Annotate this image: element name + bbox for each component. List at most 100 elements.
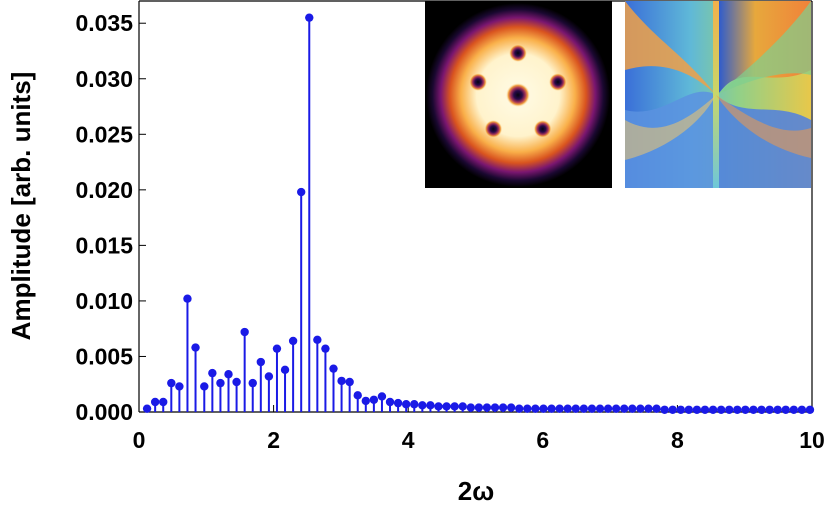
data-point bbox=[385, 397, 395, 407]
data-point bbox=[442, 402, 451, 411]
data-point bbox=[361, 396, 371, 406]
vortex bbox=[509, 44, 527, 62]
data-point bbox=[700, 405, 710, 414]
data-point bbox=[256, 357, 266, 367]
data-point bbox=[248, 378, 257, 388]
data-point bbox=[716, 405, 726, 414]
data-point bbox=[523, 404, 532, 413]
data-point bbox=[142, 404, 152, 413]
data-point bbox=[571, 404, 580, 413]
density-inset bbox=[425, 1, 612, 188]
y-tick-label: 0.020 bbox=[75, 177, 133, 203]
data-point bbox=[167, 378, 176, 388]
vortex bbox=[484, 119, 503, 138]
vortex bbox=[548, 73, 567, 92]
data-point bbox=[321, 344, 330, 353]
phase-inset bbox=[625, 1, 811, 188]
data-point bbox=[159, 397, 168, 407]
data-point bbox=[337, 376, 346, 386]
vortex bbox=[506, 83, 530, 107]
data-point bbox=[805, 405, 815, 414]
y-tick-label: 0.035 bbox=[75, 10, 133, 36]
data-point bbox=[684, 405, 694, 414]
data-point bbox=[498, 403, 508, 412]
data-point bbox=[652, 404, 661, 413]
data-point bbox=[175, 382, 184, 391]
data-point bbox=[539, 404, 548, 413]
x-tick-label: 6 bbox=[536, 427, 549, 453]
data-point bbox=[434, 402, 443, 411]
data-point bbox=[506, 403, 516, 412]
data-point bbox=[692, 405, 702, 414]
data-point bbox=[563, 404, 572, 413]
y-axis-title: Amplitude [arb. units] bbox=[6, 72, 36, 341]
data-point bbox=[708, 405, 718, 414]
vortex bbox=[533, 119, 552, 138]
data-point bbox=[555, 404, 564, 413]
data-point bbox=[150, 397, 160, 407]
data-point bbox=[353, 391, 362, 400]
axis-ticks: 0 2 4 6 8 10 0.000 0.005 0.010 0.015 0.020 0.025 0.0… bbox=[75, 10, 824, 453]
data-point bbox=[377, 392, 387, 401]
data-point bbox=[797, 405, 807, 414]
data-point bbox=[393, 398, 403, 408]
data-point bbox=[676, 405, 685, 414]
data-point bbox=[240, 327, 249, 337]
data-point bbox=[369, 395, 379, 404]
x-tick-label: 4 bbox=[402, 427, 415, 453]
vortex-markers bbox=[469, 44, 567, 138]
data-point bbox=[749, 405, 758, 414]
data-point bbox=[410, 400, 419, 409]
data-point bbox=[458, 402, 467, 411]
data-point bbox=[515, 404, 524, 413]
data-point bbox=[773, 405, 782, 414]
y-tick-label: 0.025 bbox=[75, 121, 133, 147]
data-point bbox=[587, 404, 597, 413]
data-point bbox=[644, 404, 653, 413]
data-point bbox=[224, 370, 233, 379]
y-tick-label: 0.000 bbox=[75, 399, 133, 425]
data-point bbox=[296, 187, 306, 197]
data-point bbox=[620, 404, 629, 413]
data-point bbox=[628, 404, 637, 413]
x-tick-label: 2 bbox=[267, 427, 280, 453]
data-point bbox=[660, 405, 669, 414]
data-point bbox=[232, 377, 241, 387]
data-point bbox=[547, 404, 556, 413]
y-tick-label: 0.005 bbox=[75, 343, 133, 369]
data-point bbox=[329, 364, 338, 373]
data-point bbox=[757, 405, 766, 414]
data-point bbox=[789, 405, 799, 414]
data-point bbox=[733, 405, 742, 414]
data-point bbox=[280, 365, 290, 374]
data-point bbox=[272, 344, 282, 353]
data-point bbox=[313, 335, 322, 344]
data-point bbox=[288, 336, 298, 346]
y-tick-label: 0.010 bbox=[75, 288, 133, 314]
data-point bbox=[466, 403, 475, 412]
data-point bbox=[264, 372, 274, 381]
data-point bbox=[208, 368, 217, 378]
data-points bbox=[142, 13, 815, 414]
data-point bbox=[474, 403, 484, 412]
data-point bbox=[781, 405, 790, 414]
x-axis-title: 2ω bbox=[458, 476, 494, 506]
y-tick-label: 0.030 bbox=[75, 66, 133, 92]
x-tick-label: 8 bbox=[671, 427, 684, 453]
y-tick-label: 0.015 bbox=[75, 232, 133, 258]
data-point bbox=[741, 405, 750, 414]
data-point bbox=[482, 403, 492, 412]
data-point bbox=[668, 405, 677, 414]
data-point bbox=[595, 404, 605, 413]
data-point bbox=[305, 13, 314, 22]
data-point bbox=[603, 404, 613, 413]
data-point bbox=[531, 404, 540, 413]
data-point bbox=[579, 404, 589, 413]
data-point bbox=[426, 401, 435, 410]
data-point bbox=[725, 405, 734, 414]
data-point bbox=[401, 400, 411, 409]
data-point bbox=[191, 343, 200, 352]
data-point bbox=[490, 403, 500, 412]
data-point bbox=[216, 378, 225, 388]
x-tick-label: 0 bbox=[133, 427, 146, 453]
